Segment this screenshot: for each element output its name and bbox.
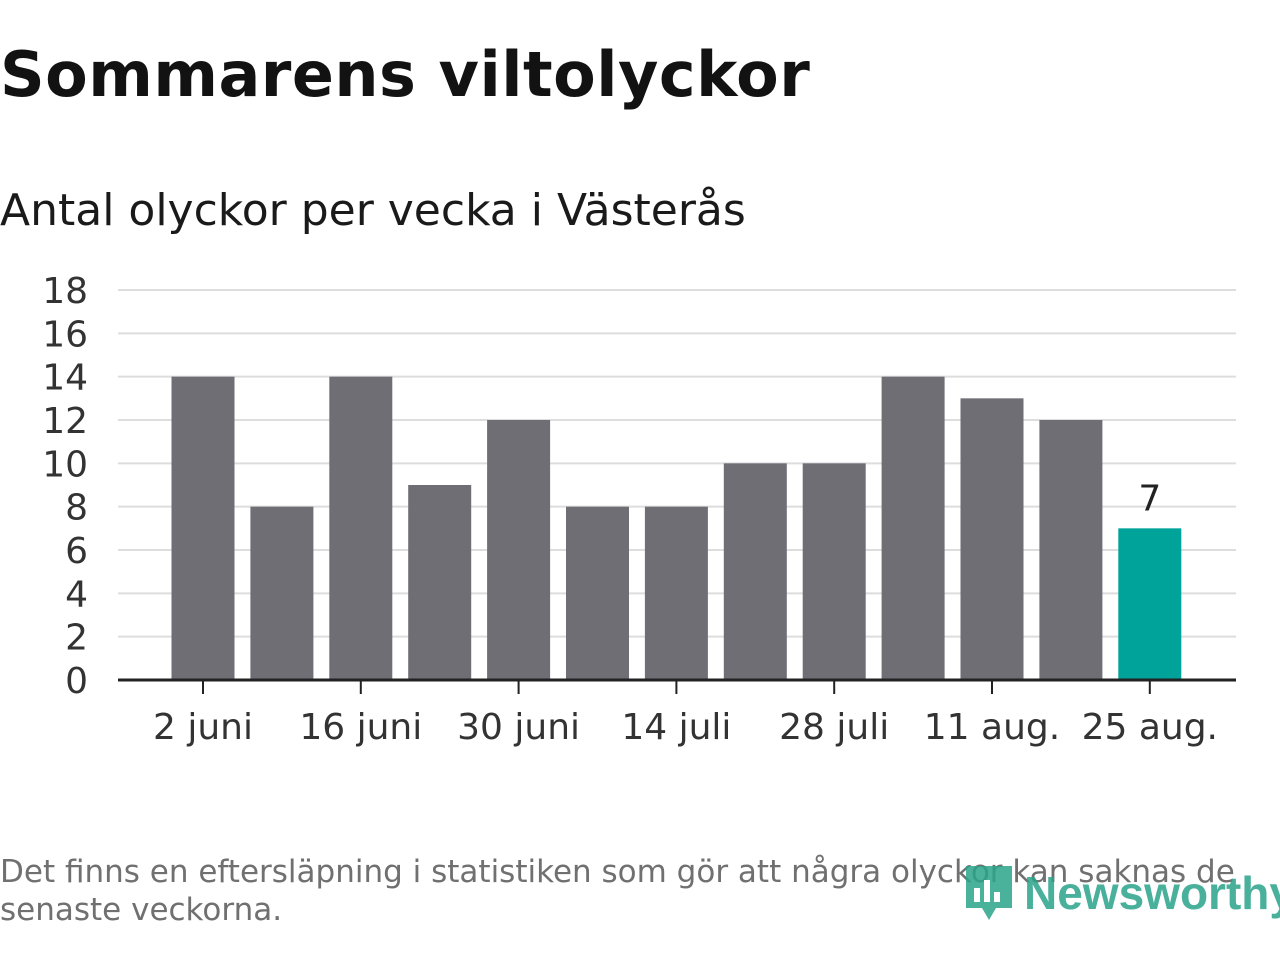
y-tick-label: 14 [42, 358, 88, 399]
y-tick-label: 12 [42, 401, 88, 442]
bar [566, 506, 629, 680]
bar [171, 376, 235, 680]
data-labels: 7 [1138, 478, 1161, 519]
y-tick-label: 0 [65, 661, 88, 702]
y-tick-label: 6 [65, 531, 88, 572]
bar [408, 485, 472, 680]
x-tick-label: 25 aug. [1082, 707, 1218, 748]
y-tick-label: 16 [42, 314, 88, 355]
bar [1039, 420, 1103, 680]
chart-title: Sommarens viltolyckor [0, 38, 811, 111]
y-tick-label: 4 [65, 574, 88, 615]
y-tick-label: 18 [42, 271, 88, 312]
y-tick-label: 10 [42, 444, 88, 485]
bar [644, 506, 708, 680]
footnote: Det finns en eftersläpning i statistiken… [0, 854, 1235, 928]
y-tick-label: 2 [65, 618, 88, 659]
brand-name: Newsworthy [1024, 867, 1280, 919]
x-tick-label: 14 juli [621, 707, 731, 748]
bar [250, 506, 314, 680]
bar [723, 463, 787, 680]
x-tick-label: 30 juni [457, 707, 580, 748]
brand-logo[interactable]: Newsworthy [962, 858, 1280, 928]
x-tick-label: 16 juni [299, 707, 422, 748]
bars [171, 376, 1182, 680]
data-label: 7 [1138, 478, 1161, 519]
bar [881, 376, 945, 680]
bar [960, 398, 1024, 680]
bar [802, 463, 866, 680]
x-axis-ticks: 2 juni 16 juni 30 juni 14 juli 28 juli 11 aug… [153, 680, 1218, 748]
x-tick-label: 2 juni [153, 707, 253, 748]
bar [329, 376, 393, 680]
x-tick-label: 11 aug. [924, 707, 1060, 748]
x-tick-label: 28 juli [779, 707, 889, 748]
bar [487, 420, 551, 680]
y-tick-label: 8 [65, 488, 88, 529]
newsworthy-logo-icon [966, 866, 1012, 920]
bar-highlight [1118, 528, 1182, 680]
chart-subtitle: Antal olyckor per vecka i Västerås [0, 185, 746, 236]
